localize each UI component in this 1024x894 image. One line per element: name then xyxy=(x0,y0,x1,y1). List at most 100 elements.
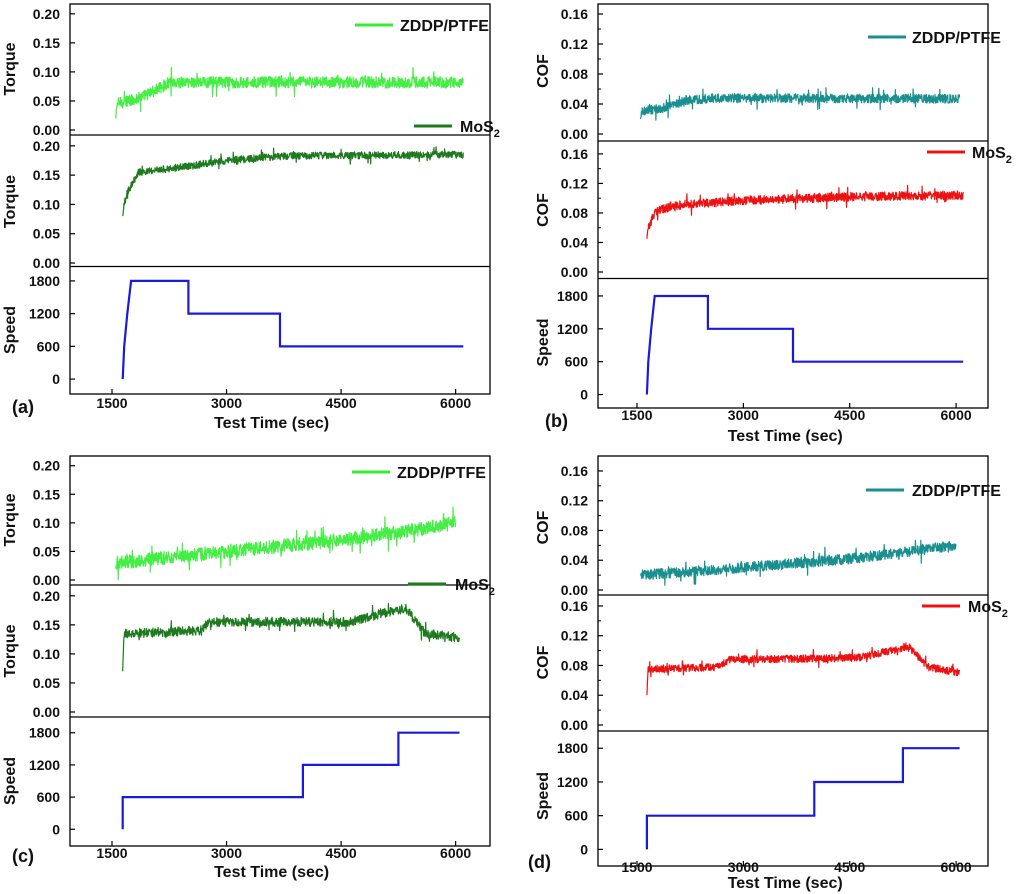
y-tick-label: 0.04 xyxy=(561,234,588,250)
y-tick-label: 0.15 xyxy=(33,35,60,51)
y-tick-label: 0.12 xyxy=(561,493,588,509)
y-axis-label: Torque xyxy=(2,42,19,95)
series-line-zddp-ptfe xyxy=(639,87,961,121)
y-tick-label: 0.10 xyxy=(33,64,60,80)
y-tick-label: 0.04 xyxy=(561,687,588,703)
legend-mos: MoS2 xyxy=(922,599,1008,620)
legend-subscript: 2 xyxy=(1002,608,1008,620)
x-axis-label: Test Time (sec) xyxy=(728,428,843,445)
speed-series-line xyxy=(645,294,964,395)
series-line-zddp-ptfe xyxy=(115,506,457,581)
panel-d: 0.00 0.04 0.08 0.12 0.16 COF ZDDP/PTFE 0.00 0.04… xyxy=(528,455,1008,892)
x-tick-label: 6000 xyxy=(440,395,471,411)
legend-label: MoS2 xyxy=(455,577,495,598)
y-tick-label: 0.08 xyxy=(561,657,588,673)
y-tick-label: 0.05 xyxy=(33,675,60,691)
y-tick-label: 0.10 xyxy=(33,515,60,531)
subplot-speed-3: 0 600 1200 1800 Speed xyxy=(535,740,960,857)
y-tick-label: 0.00 xyxy=(561,264,588,280)
y-axis-label: Speed xyxy=(2,306,19,354)
y-axis-label: Torque xyxy=(2,493,19,546)
legend-label: ZDDP/PTFE xyxy=(912,483,1001,500)
panel-label: (c) xyxy=(12,846,34,866)
x-tick-label: 1500 xyxy=(621,407,652,423)
y-tick-label: 1800 xyxy=(557,288,588,304)
legend-label: MoS2 xyxy=(968,599,1008,620)
panel-a: 0.000.050.100.150.20TorqueZDDP/PTFE0.000… xyxy=(2,3,500,432)
subplot-speed-3: 0 600 1200 1800 Speed xyxy=(2,273,464,387)
y-tick-label: 0.10 xyxy=(33,196,60,212)
y-tick-label: 1200 xyxy=(29,306,60,322)
y-tick-label: 0.20 xyxy=(33,588,60,604)
y-axis-label: Speed xyxy=(2,757,19,805)
y-tick-label: 0.20 xyxy=(33,138,60,154)
subplot-speed-3: 0 600 1200 1800 Speed xyxy=(535,288,964,403)
y-tick-label: 0 xyxy=(580,841,588,857)
y-tick-label: 600 xyxy=(565,354,589,370)
y-axis-label: COF xyxy=(535,510,552,544)
legend-mos: MoS2 xyxy=(927,145,1012,166)
legend-zddp-ptfe: ZDDP/PTFE xyxy=(352,465,486,482)
y-tick-label: 0.00 xyxy=(33,704,60,720)
series-line-zddp-ptfe xyxy=(115,66,464,119)
y-tick-label: 0.00 xyxy=(33,572,60,588)
legend-label: ZDDP/PTFE xyxy=(400,18,489,35)
y-tick-label: 0.20 xyxy=(33,458,60,474)
y-tick-label: 0.05 xyxy=(33,543,60,559)
x-tick-label: 6000 xyxy=(440,845,471,861)
plot-frame xyxy=(597,455,989,867)
speed-series-line xyxy=(645,747,960,850)
y-tick-label: 600 xyxy=(37,338,61,354)
x-tick-label: 4500 xyxy=(834,859,865,875)
x-tick-label: 4500 xyxy=(326,845,357,861)
subplot-torque-1: 0.00 0.05 0.10 0.15 0.20 Torque ZDDP/PTFE xyxy=(2,6,490,138)
y-axis-label: Torque xyxy=(2,175,19,228)
y-tick-label: 0.10 xyxy=(33,646,60,662)
y-tick-label: 0.05 xyxy=(33,93,60,109)
subplot-cof-1: 0.00 0.04 0.08 0.12 0.16 COF ZDDP/PTFE xyxy=(535,6,1001,142)
plot-frame xyxy=(69,3,491,395)
panel-label: (b) xyxy=(545,411,568,431)
legend-subscript: 2 xyxy=(1006,154,1012,166)
y-tick-label: 0.15 xyxy=(33,167,60,183)
subplot-cof-2: 0.00 0.04 0.08 0.12 0.16 COF MoS2 xyxy=(535,598,1008,733)
y-axis-label: COF xyxy=(535,54,552,88)
y-tick-label: 0.16 xyxy=(561,6,588,22)
legend-label: MoS2 xyxy=(972,145,1012,166)
y-tick-label: 0.12 xyxy=(561,36,588,52)
x-tick-label: 3000 xyxy=(728,859,759,875)
subplot-cof-1: 0.00 0.04 0.08 0.12 0.16 COF ZDDP/PTFE xyxy=(535,463,1001,598)
y-tick-label: 0.16 xyxy=(561,146,588,162)
y-tick-label: 0.00 xyxy=(33,122,60,138)
x-tick-label: 6000 xyxy=(941,859,972,875)
x-tick-label: 1500 xyxy=(96,395,127,411)
y-tick-label: 0 xyxy=(52,371,60,387)
legend-subscript: 2 xyxy=(489,586,495,598)
y-tick-label: 0.20 xyxy=(33,6,60,22)
x-tick-label: 1500 xyxy=(96,845,127,861)
legend-label: ZDDP/PTFE xyxy=(912,30,1001,47)
subplot-cof-2: 0.00 0.04 0.08 0.12 0.16 COF MoS2 xyxy=(535,145,1012,280)
y-tick-label: 0.00 xyxy=(33,255,60,271)
subplot-torque-1: 0.00 0.05 0.10 0.15 0.20 Torque ZDDP/PTFE xyxy=(2,458,490,588)
y-tick-label: 0 xyxy=(52,821,60,837)
panel-label: (a) xyxy=(12,397,34,417)
legend-mos: MoS2 xyxy=(408,577,495,598)
x-tick-label: 3000 xyxy=(211,845,242,861)
y-tick-label: 0.12 xyxy=(561,175,588,191)
x-axis-label: Test Time (sec) xyxy=(214,415,329,432)
y-tick-label: 0.08 xyxy=(561,522,588,538)
panel-b: 0.00 0.04 0.08 0.12 0.16 COF ZDDP/PTFE 0.00 0.04… xyxy=(535,3,1012,445)
subplot-torque-2: 0.00 0.05 0.10 0.15 0.20 Torque MoS2 xyxy=(2,577,495,720)
x-tick-label: 3000 xyxy=(211,395,242,411)
y-tick-label: 0.15 xyxy=(33,486,60,502)
y-tick-label: 600 xyxy=(37,789,61,805)
speed-series-line xyxy=(121,279,464,380)
subplot-torque-2: 0.00 0.05 0.10 0.15 0.20 Torque MoS2 xyxy=(2,119,500,271)
y-tick-label: 0.04 xyxy=(561,96,588,112)
y-axis-label: Torque xyxy=(2,624,19,677)
subplot-speed-3: 0 600 1200 1800 Speed xyxy=(2,725,460,837)
legend-subscript: 2 xyxy=(494,128,500,140)
legend-zddp-ptfe: ZDDP/PTFE xyxy=(868,30,1001,47)
